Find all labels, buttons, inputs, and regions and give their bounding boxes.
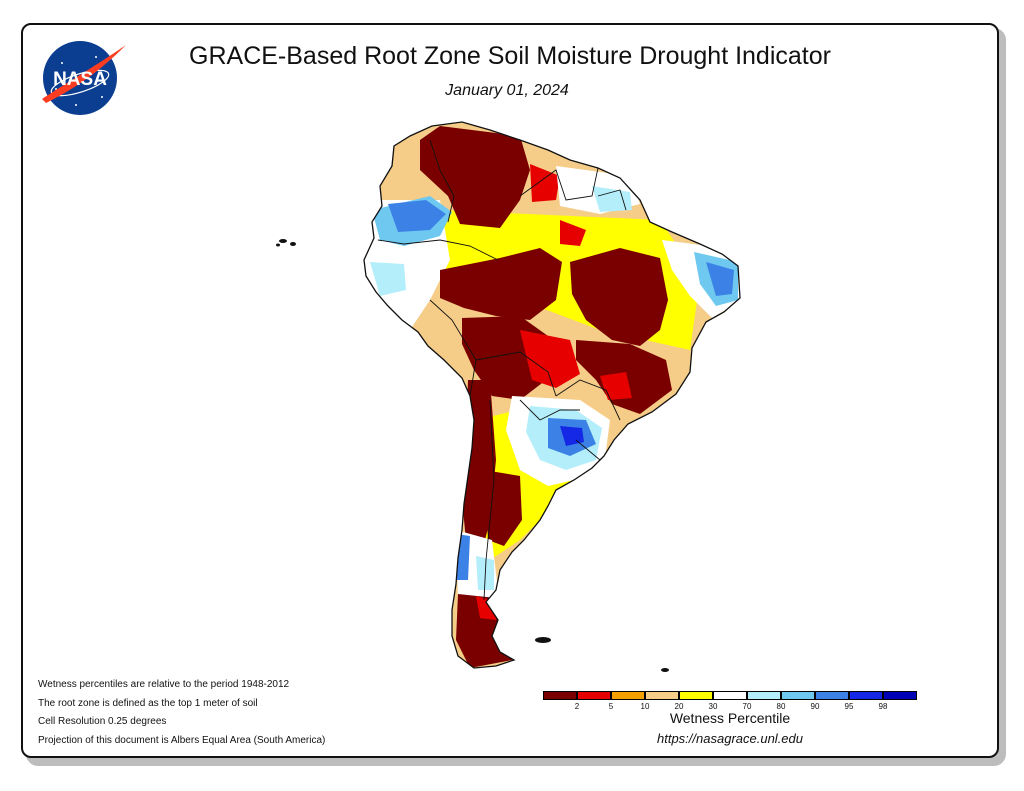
legend-tick-label: 70	[742, 702, 752, 711]
note-cell-resolution: Cell Resolution 0.25 degrees	[38, 716, 167, 727]
legend-swatch	[883, 691, 917, 700]
legend-swatch	[645, 691, 679, 700]
source-url[interactable]: https://nasagrace.unl.edu	[657, 731, 803, 746]
legend-tick-label: 80	[776, 702, 786, 711]
legend-swatch	[815, 691, 849, 700]
note-projection: Projection of this document is Albers Eq…	[38, 735, 326, 746]
legend-tick-label: 95	[844, 702, 854, 711]
legend-tick-label: 90	[810, 702, 820, 711]
legend-swatch	[849, 691, 883, 700]
legend-swatch	[747, 691, 781, 700]
legend-tick-label: 5	[608, 702, 614, 711]
legend-tick-label: 10	[640, 702, 650, 711]
legend-swatch	[713, 691, 747, 700]
legend-tick-label: 98	[878, 702, 888, 711]
legend-swatch	[543, 691, 577, 700]
legend-title: Wetness Percentile	[669, 710, 791, 726]
legend-tick-label: 30	[708, 702, 718, 711]
legend-swatch	[611, 691, 645, 700]
legend-swatch	[577, 691, 611, 700]
legend-tick-label: 2	[574, 702, 580, 711]
legend-tick-label: 20	[674, 702, 684, 711]
legend-swatch	[679, 691, 713, 700]
note-root-zone: The root zone is defined as the top 1 me…	[38, 698, 258, 709]
nasa-logo: NASA	[42, 41, 126, 115]
note-percentile-period: Wetness percentiles are relative to the …	[38, 679, 290, 690]
map-date: January 01, 2024	[445, 82, 569, 99]
legend-swatch	[781, 691, 815, 700]
map-title: GRACE-Based Root Zone Soil Moisture Drou…	[189, 42, 831, 70]
nasa-logo-text: NASA	[53, 69, 107, 90]
